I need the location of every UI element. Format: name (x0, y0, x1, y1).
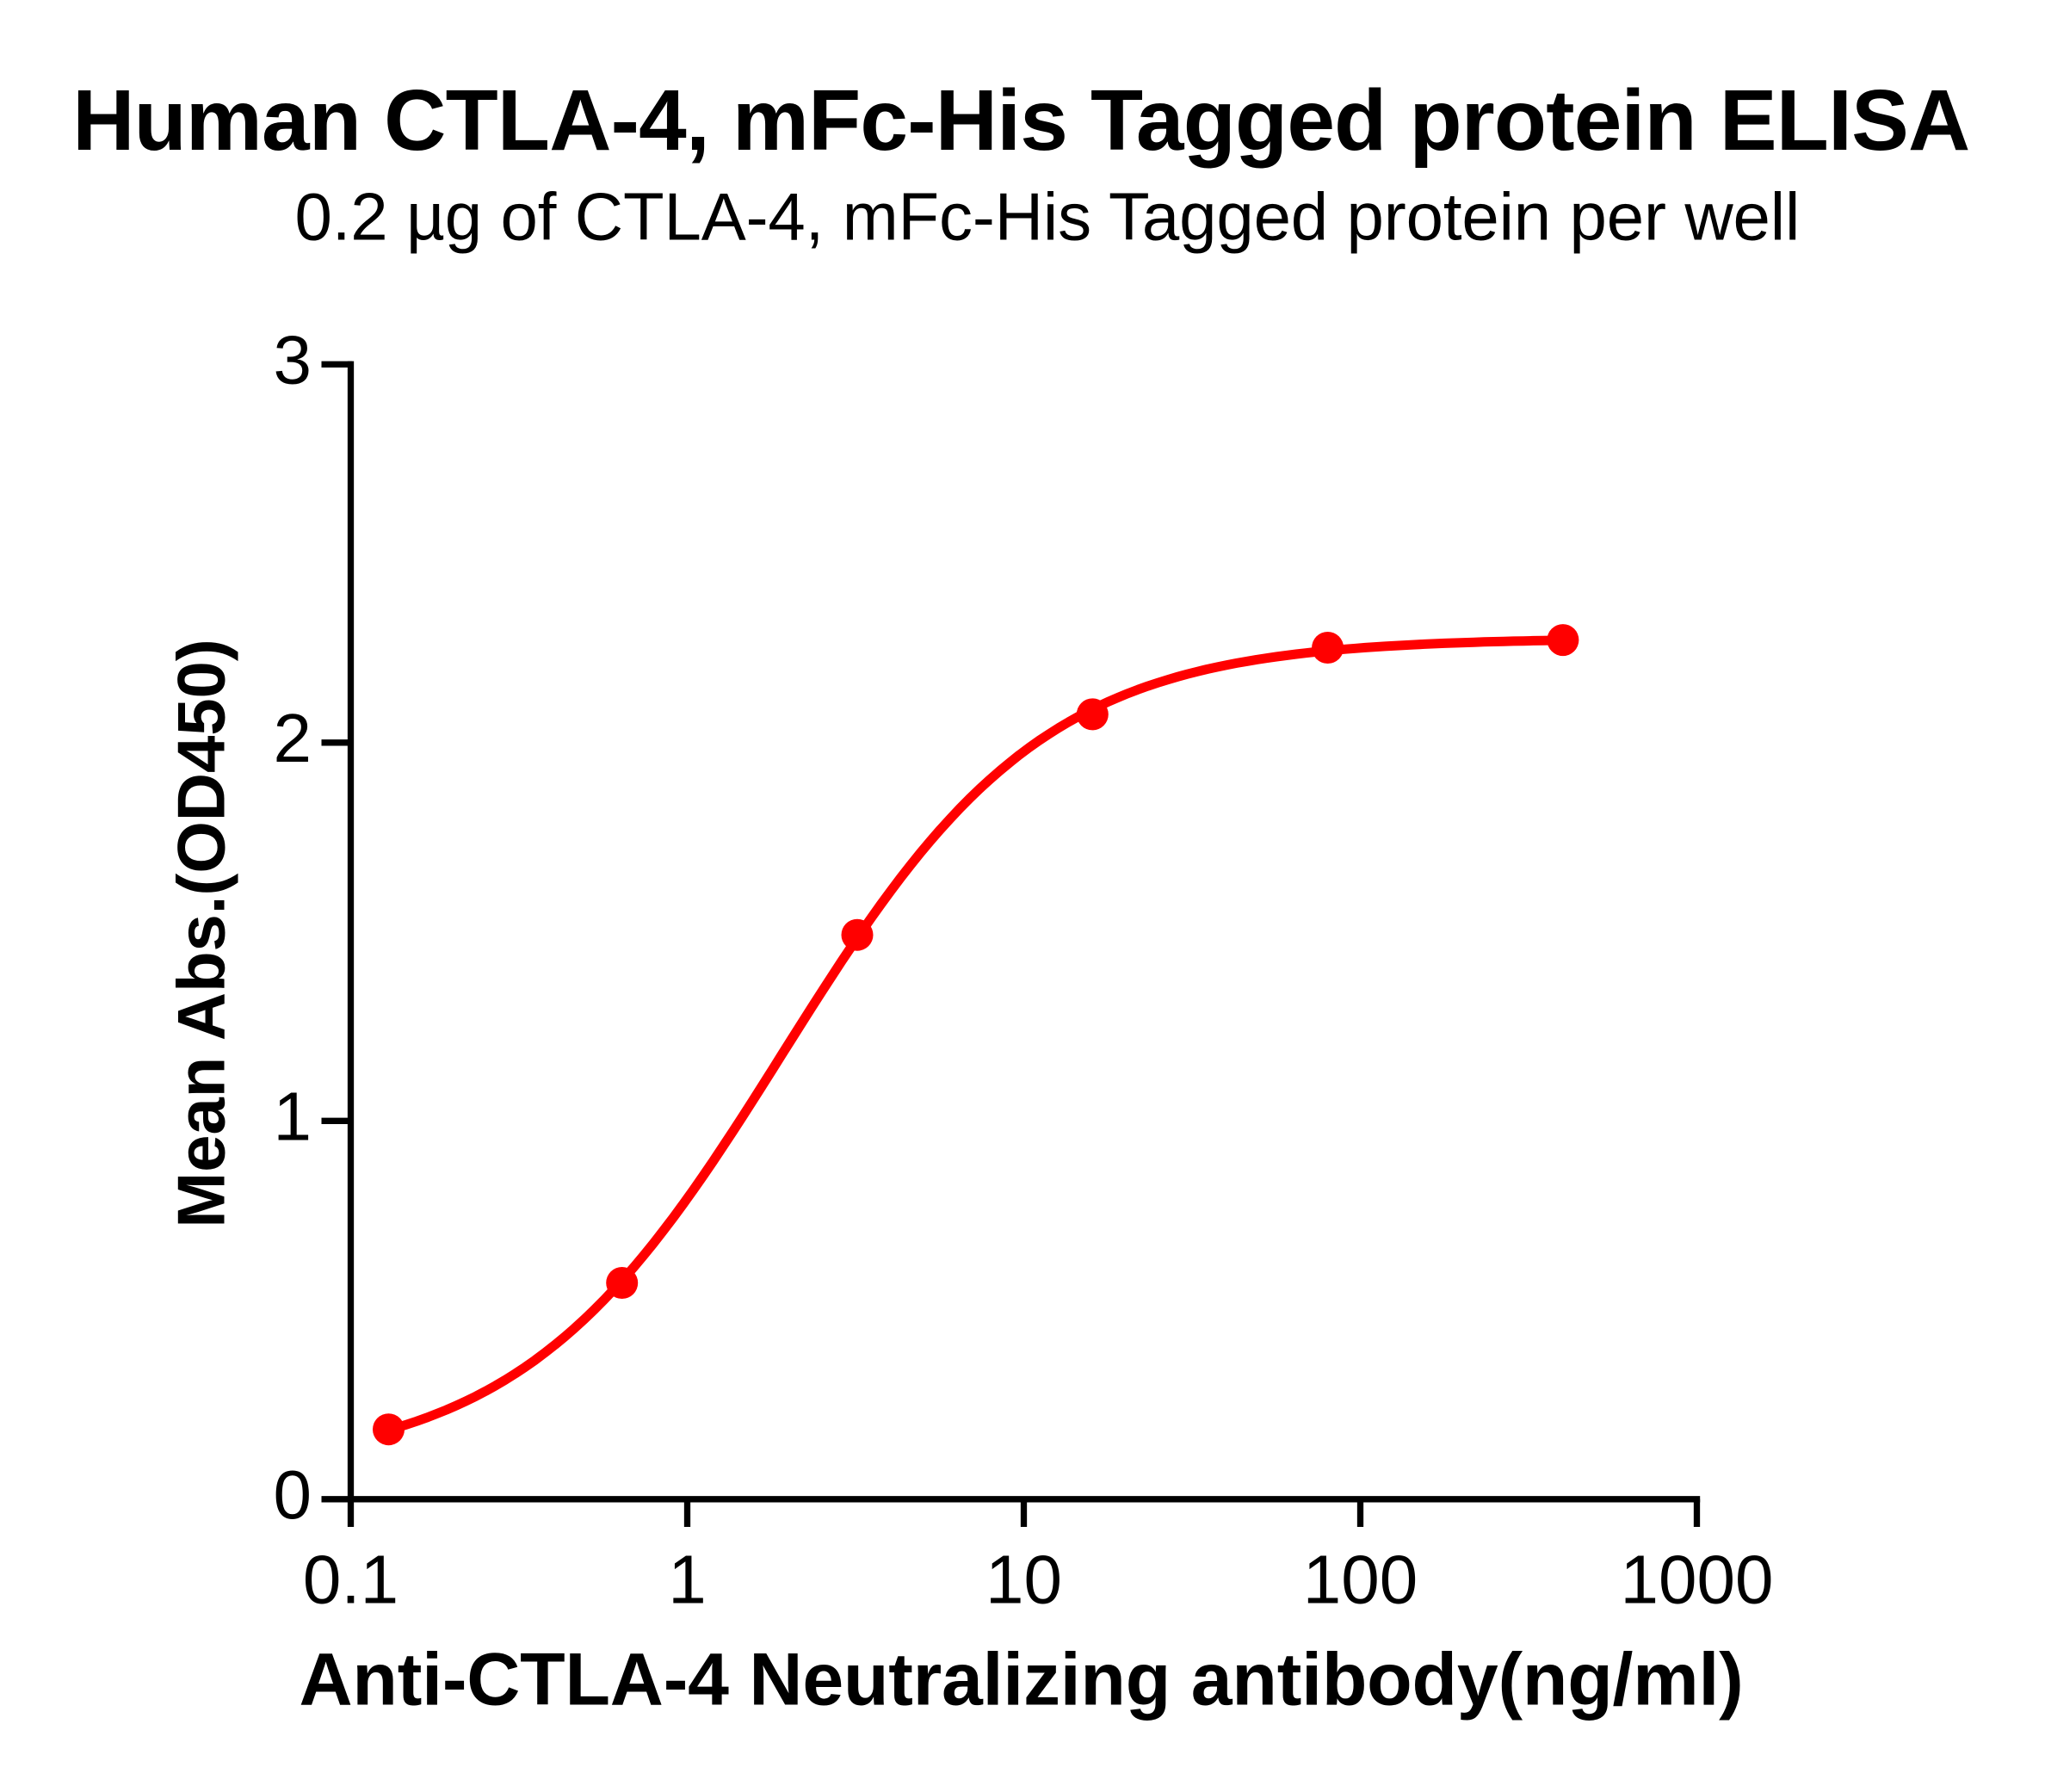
svg-text:Human CTLA-4, mFc-His Tagged p: Human CTLA-4, mFc-His Tagged protein ELI… (72, 72, 1970, 169)
svg-text:100: 100 (1303, 1542, 1418, 1618)
svg-text:0: 0 (274, 1456, 312, 1533)
svg-text:0.1: 0.1 (303, 1542, 398, 1618)
svg-text:3: 3 (274, 321, 312, 398)
svg-text:Mean Abs.(OD450): Mean Abs.(OD450) (163, 639, 238, 1228)
svg-text:Anti-CTLA-4 Neutralizing antib: Anti-CTLA-4 Neutralizing antibody(ng/ml) (300, 1639, 1744, 1721)
svg-text:2: 2 (274, 700, 312, 776)
svg-text:0.2 µg of CTLA-4, mFc-His Tagg: 0.2 µg of CTLA-4, mFc-His Tagged protein… (295, 179, 1801, 255)
svg-text:1000: 1000 (1621, 1542, 1774, 1618)
svg-text:1: 1 (668, 1542, 707, 1618)
svg-text:1: 1 (274, 1078, 312, 1154)
svg-text:10: 10 (985, 1542, 1062, 1618)
